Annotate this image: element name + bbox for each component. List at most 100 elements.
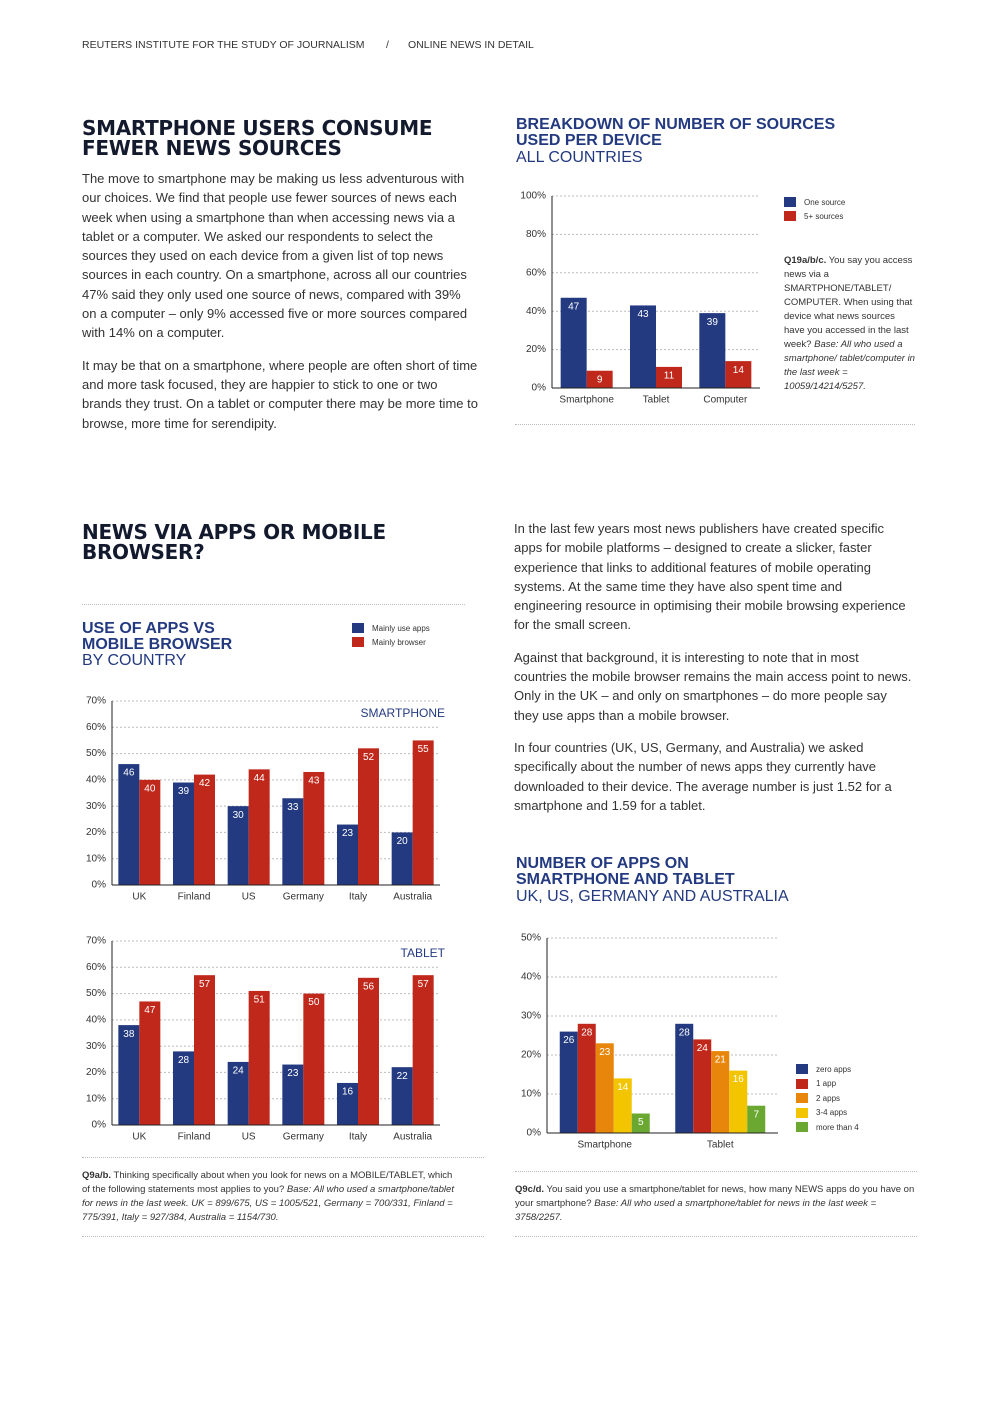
value-label: 52 <box>363 752 375 763</box>
header-separator: / <box>386 39 389 51</box>
x-tick-label: Tablet <box>707 1140 734 1151</box>
legend-item: zero apps <box>796 1062 859 1077</box>
bar <box>577 1023 596 1133</box>
legend-item: 1 app <box>796 1077 859 1092</box>
rule <box>515 1236 917 1237</box>
bar <box>631 1113 650 1133</box>
bar <box>358 977 379 1125</box>
y-tick-label: 50% <box>86 988 106 999</box>
value-label: 39 <box>707 317 719 328</box>
paragraph: In four countries (UK, US, Germany, and … <box>514 739 892 813</box>
value-label: 5 <box>638 1117 644 1128</box>
bar <box>139 779 161 885</box>
note-base: Base: All who used a smartphone/tablet f… <box>82 1184 454 1223</box>
x-tick-label: Smartphone <box>559 395 614 406</box>
y-tick-label: 0% <box>532 383 547 394</box>
bar <box>391 1067 413 1125</box>
value-label: 23 <box>342 828 354 839</box>
x-tick-label: Australia <box>393 1132 432 1143</box>
legend-label: Mainly use apps <box>372 623 430 633</box>
note-ref: Q9a/b. <box>82 1170 112 1181</box>
bar <box>358 748 379 885</box>
bar <box>303 771 325 885</box>
bar <box>118 1025 140 1125</box>
bar <box>412 740 434 885</box>
y-tick-label: 10% <box>521 1089 541 1100</box>
value-label: 33 <box>287 802 299 813</box>
y-tick-label: 30% <box>521 1011 541 1022</box>
note-text: You say you access news via a SMARTPHONE… <box>784 255 913 350</box>
bar <box>586 370 613 388</box>
chart-title: NUMBER OF APPS ON SMARTPHONE AND TABLET <box>516 855 735 888</box>
y-tick-label: 30% <box>86 1041 106 1052</box>
value-label: 16 <box>342 1087 354 1098</box>
bar <box>227 806 249 885</box>
y-tick-label: 60% <box>86 722 106 733</box>
panel-label: SMARTPHONE <box>361 706 445 720</box>
legend-label: 3-4 apps <box>816 1108 848 1118</box>
y-tick-label: 10% <box>86 1093 106 1104</box>
value-label: 26 <box>563 1035 575 1046</box>
chart-subtitle: ALL COUNTRIES <box>516 149 643 166</box>
legend-item: One source <box>784 195 845 209</box>
bar <box>282 798 304 885</box>
bar <box>194 774 215 885</box>
legend-swatch <box>784 197 796 207</box>
note-text: Thinking specifically about when you loo… <box>82 1170 453 1195</box>
panel-label: TABLET <box>401 946 446 960</box>
x-tick-label: Tablet <box>643 395 670 406</box>
bar <box>693 1039 712 1133</box>
bar <box>227 1061 249 1125</box>
section-heading: SMARTPHONE USERS CONSUME FEWER NEWS SOUR… <box>82 116 433 160</box>
x-tick-label: US <box>242 1132 256 1143</box>
value-label: 43 <box>637 309 649 320</box>
bar <box>747 1105 766 1133</box>
value-label: 14 <box>617 1082 629 1093</box>
x-tick-label: Computer <box>703 395 748 406</box>
bar <box>675 1023 694 1133</box>
x-tick-label: UK <box>132 1132 146 1143</box>
bar <box>194 975 215 1125</box>
y-tick-label: 60% <box>526 267 546 278</box>
bar <box>711 1051 730 1133</box>
value-label: 50 <box>308 997 320 1008</box>
bar <box>725 361 752 388</box>
value-label: 28 <box>581 1027 593 1038</box>
legend-swatch <box>796 1078 808 1089</box>
chart: 0% 10% 20% 30% 40% 50% 60% 70% UK 46 40 Finland 39 42… <box>86 696 445 903</box>
chart: 0% 20% 40% 60% 80% 100% Smartphone 47 9 Tablet 43 1… <box>520 191 760 406</box>
value-label: 40 <box>144 783 156 794</box>
x-tick-label: Italy <box>349 892 367 903</box>
bar <box>391 832 413 885</box>
bar <box>559 1031 578 1133</box>
legend-label: more than 4 <box>816 1122 859 1132</box>
value-label: 7 <box>753 1109 759 1120</box>
y-tick-label: 20% <box>86 1067 106 1078</box>
value-label: 38 <box>123 1029 135 1040</box>
x-tick-label: US <box>242 892 256 903</box>
legend-item: 2 apps <box>796 1091 859 1106</box>
note-base: Base: All who used a smartphone/ tablet/… <box>784 339 915 392</box>
legend: One source 5+ sources <box>784 195 845 223</box>
bar <box>613 1078 632 1133</box>
chart-note: Q19a/b/c. You say you access news via a … <box>784 254 918 394</box>
value-label: 16 <box>733 1074 745 1085</box>
legend-label: Mainly browser <box>372 637 426 647</box>
bar <box>729 1070 748 1133</box>
note-base: Base: All who used a smartphone/tablet f… <box>515 1198 877 1223</box>
chart-subtitle: UK, US, GERMANY AND AUSTRALIA <box>516 888 789 905</box>
value-label: 55 <box>418 744 430 755</box>
chart: 0% 10% 20% 30% 40% 50% 60% 70% UK 38 47 Finland 28 57… <box>86 936 446 1143</box>
value-label: 23 <box>599 1047 611 1058</box>
y-tick-label: 40% <box>526 306 546 317</box>
x-tick-label: Australia <box>393 892 432 903</box>
y-tick-label: 70% <box>86 696 106 707</box>
chart-note: Q9a/b. Thinking specifically about when … <box>82 1169 462 1225</box>
y-tick-label: 0% <box>92 880 107 891</box>
paragraph: Against that background, it is interesti… <box>514 649 912 723</box>
y-tick-label: 50% <box>86 748 106 759</box>
value-label: 46 <box>123 768 135 779</box>
x-tick-label: Germany <box>283 892 324 903</box>
value-label: 47 <box>144 1005 156 1016</box>
y-tick-label: 50% <box>521 933 541 944</box>
